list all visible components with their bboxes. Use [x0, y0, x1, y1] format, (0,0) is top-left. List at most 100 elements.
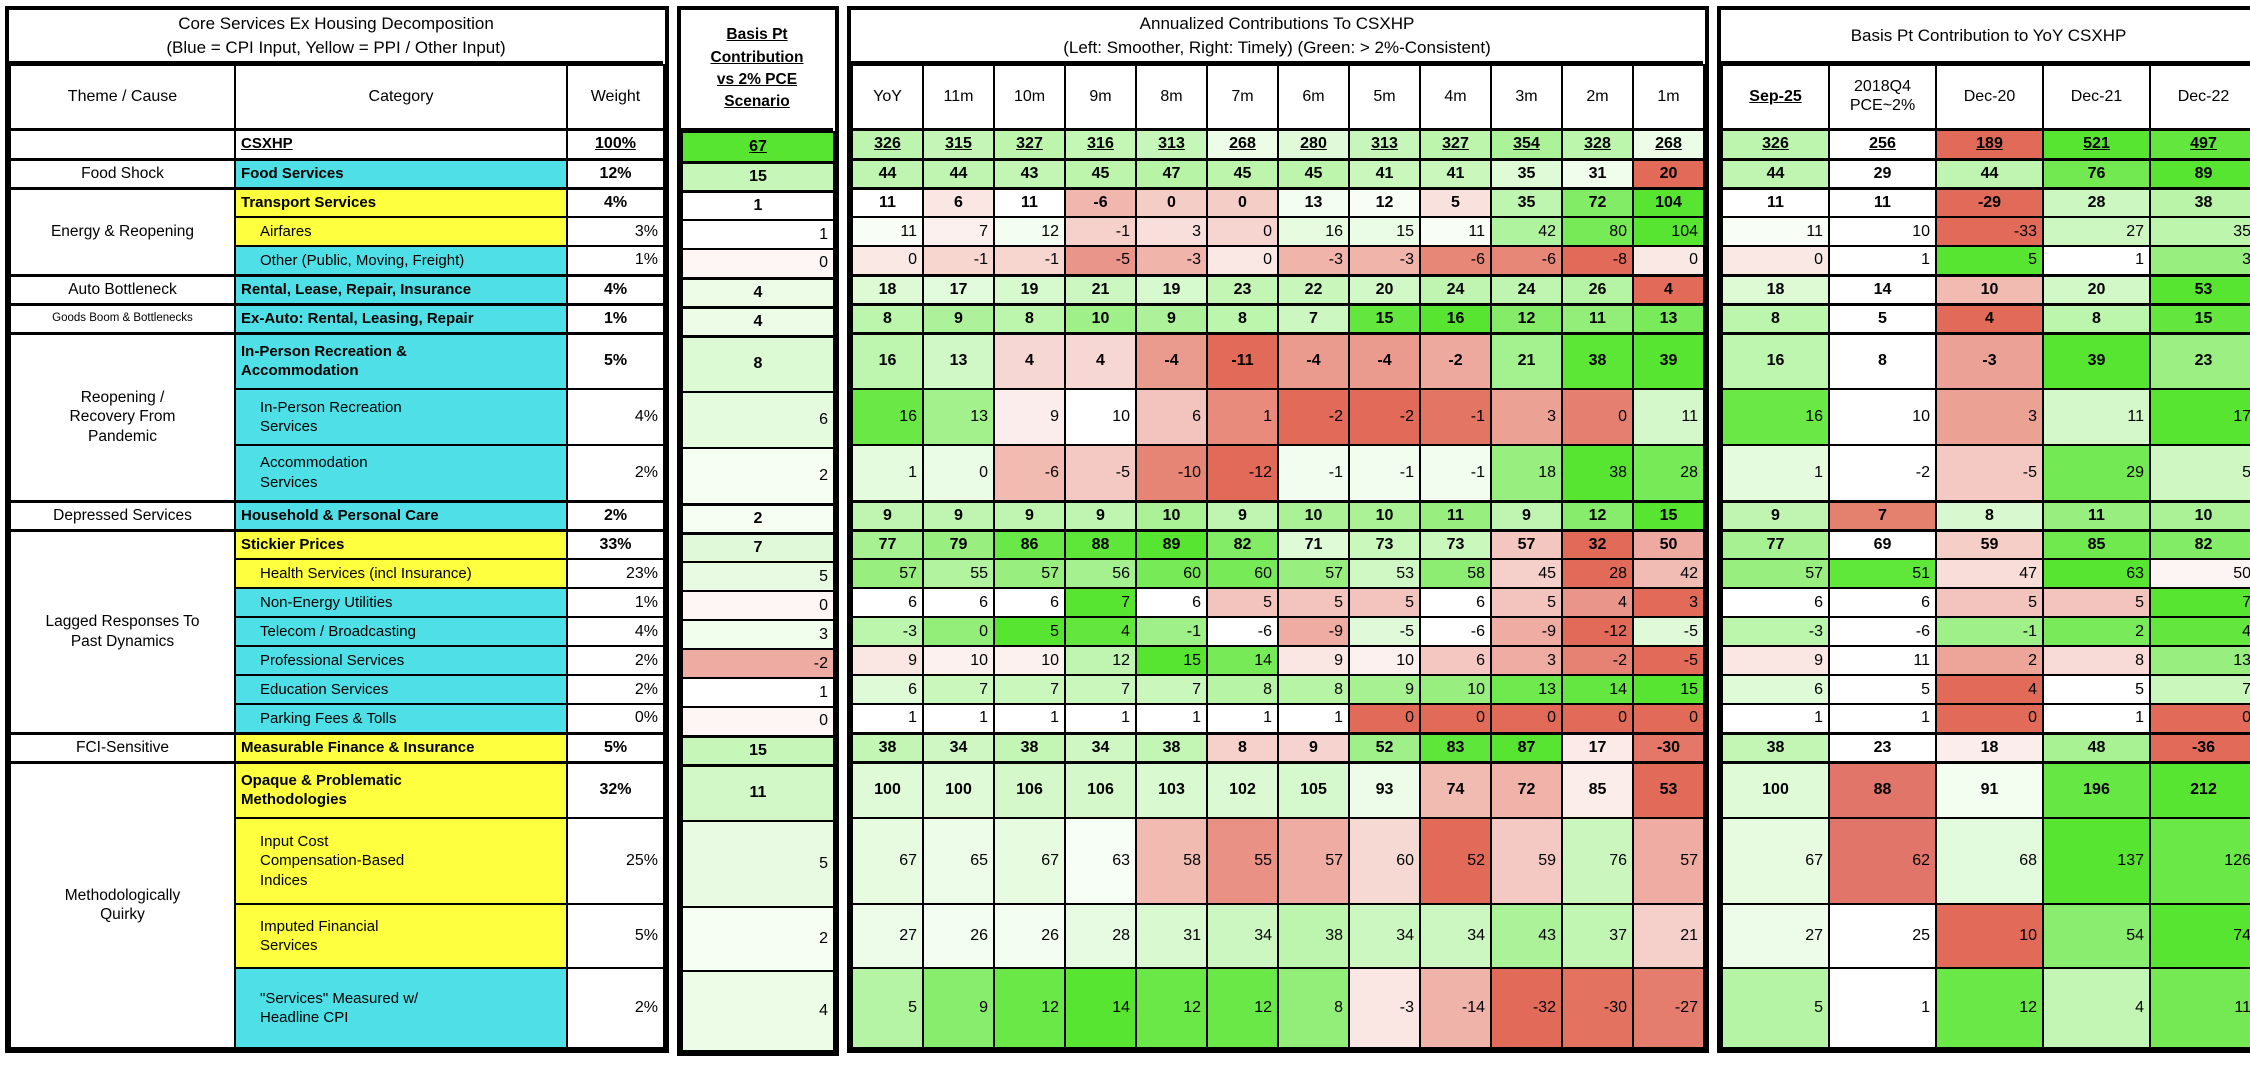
table-row: Telecom / Broadcasting 4%	[10, 616, 665, 647]
q4-baseline-cell: -6	[1828, 616, 1937, 647]
right-header-row: Sep-25 2018Q4 PCE~2% Dec-20 Dec-21 Dec-22	[1721, 64, 2250, 131]
sep25-value-cell: 44	[1721, 157, 1830, 189]
monthly-value-cell: 63	[1064, 817, 1137, 905]
monthly-value-cell: 45	[1490, 558, 1563, 589]
monthly-value-cell: -1	[1277, 444, 1350, 502]
q4-baseline-cell: 29	[1828, 157, 1937, 189]
monthly-value-cell: 328	[1561, 128, 1634, 160]
sep25-value-cell: 18	[1721, 273, 1830, 305]
table-row: 5 1 12 4 11	[1721, 967, 2250, 1049]
monthly-value-cell: -12	[1206, 444, 1279, 502]
monthly-value-cell: 34	[1064, 731, 1137, 763]
table-row: 1	[681, 677, 835, 708]
monthly-value-cell: 6	[1419, 587, 1492, 618]
monthly-value-cell: -5	[1064, 444, 1137, 502]
q4-baseline-cell: 25	[1828, 903, 1937, 969]
dec21-value-cell: 11	[2042, 499, 2151, 531]
monthly-value-cell: 57	[1490, 528, 1563, 560]
weight-cell: 32%	[566, 760, 665, 819]
monthly-value-cell: 42	[1490, 216, 1563, 247]
monthly-value-cell: 7	[922, 216, 995, 247]
monthly-value-cell: 9	[1348, 674, 1421, 705]
monthly-value-cell: 10	[1064, 388, 1137, 446]
monthly-value-cell: 14	[1561, 674, 1634, 705]
monthly-value-cell: 38	[1561, 331, 1634, 390]
sep25-value-cell: 11	[1721, 216, 1830, 247]
monthly-value-cell: 7	[1064, 587, 1137, 618]
monthly-value-cell: 10	[1348, 645, 1421, 676]
monthly-value-cell: 31	[1135, 903, 1208, 969]
table-row: 11	[681, 763, 835, 822]
monthly-value-cell: 42	[1632, 558, 1705, 589]
category-cell: Non-Energy Utilities	[234, 587, 568, 618]
monthly-value-cell: -3	[1277, 245, 1350, 276]
monthly-value-cell: -6	[1419, 245, 1492, 276]
monthly-value-cell: 313	[1348, 128, 1421, 160]
q4-baseline-cell: 6	[1828, 587, 1937, 618]
q4-baseline-cell: 23	[1828, 731, 1937, 763]
monthly-value-cell: 1	[1064, 703, 1137, 734]
monthly-value-cell: -12	[1561, 616, 1634, 647]
monthly-value-cell: 57	[851, 558, 924, 589]
bp-value-cell: 4	[681, 970, 835, 1052]
category-cell: Stickier Prices	[234, 528, 568, 560]
sep25-value-cell: -3	[1721, 616, 1830, 647]
dec21-value-cell: 28	[2042, 186, 2151, 218]
monthly-value-cell: 34	[1348, 903, 1421, 969]
category-cell: In-Person Recreation & Accommodation	[234, 331, 568, 390]
monthly-value-cell: -6	[1419, 616, 1492, 647]
monthly-value-cell: 9	[922, 302, 995, 334]
dec22-value-cell: 212	[2149, 760, 2250, 819]
weight-cell: 3%	[566, 216, 665, 247]
table-row: 11 6 11 -6 0 0 13 12 5 35 72 104	[851, 186, 1705, 218]
category-cell: Parking Fees & Tolls	[234, 703, 568, 734]
monthly-value-cell: 8	[1206, 302, 1279, 334]
dec21-value-cell: 8	[2042, 645, 2151, 676]
table-row: Imputed Financial Services 5%	[10, 903, 665, 969]
monthly-value-cell: 7	[922, 674, 995, 705]
col-header-9m: 9m	[1064, 64, 1137, 131]
monthly-value-cell: 1	[1135, 703, 1208, 734]
category-cell: Food Services	[234, 157, 568, 189]
col-header-yoy: YoY	[851, 64, 924, 131]
monthly-value-cell: 106	[993, 760, 1066, 819]
left-table: Theme / Cause Category Weight CSXHP 100% Food…	[9, 64, 665, 1049]
dec20-value-cell: 0	[1935, 703, 2044, 734]
dec20-value-cell: 59	[1935, 528, 2044, 560]
monthly-value-cell: 0	[1632, 245, 1705, 276]
monthly-value-cell: -6	[1206, 616, 1279, 647]
category-cell: CSXHP	[234, 128, 568, 160]
dec22-value-cell: 497	[2149, 128, 2250, 160]
monthly-value-cell: 9	[851, 499, 924, 531]
bp-value-cell: 15	[681, 160, 835, 192]
col-header-6m: 6m	[1277, 64, 1350, 131]
monthly-value-cell: -32	[1490, 967, 1563, 1049]
weight-cell: 0%	[566, 703, 665, 734]
monthly-value-cell: 38	[851, 731, 924, 763]
weight-cell: 2%	[566, 967, 665, 1049]
dec22-value-cell: 17	[2149, 388, 2250, 446]
monthly-value-cell: 103	[1135, 760, 1208, 819]
theme-cell: FCI-Sensitive	[9, 731, 236, 763]
col-header-1m: 1m	[1632, 64, 1705, 131]
table-row: 44 44 43 45 47 45 45 41 41 35 31 20	[851, 157, 1705, 189]
dec21-value-cell: 76	[2042, 157, 2151, 189]
dec22-value-cell: 38	[2149, 186, 2250, 218]
table-row: Airfares 3%	[10, 216, 665, 247]
dec20-value-cell: 2	[1935, 645, 2044, 676]
table-row: 77 79 86 88 89 82 71 73 73 57 32 50	[851, 528, 1705, 560]
monthly-value-cell: 3	[1135, 216, 1208, 247]
monthly-value-cell: 6	[1135, 388, 1208, 446]
table-row: 4	[681, 305, 835, 337]
col-header-dec-21: Dec-21	[2042, 64, 2151, 131]
weight-cell: 1%	[566, 587, 665, 618]
monthly-value-cell: -2	[1419, 331, 1492, 390]
dec20-value-cell: -33	[1935, 216, 2044, 247]
monthly-value-cell: 104	[1632, 216, 1705, 247]
weight-cell: 4%	[566, 186, 665, 218]
sep25-value-cell: 67	[1721, 817, 1830, 905]
monthly-value-cell: 34	[1206, 903, 1279, 969]
bp-value-cell: 2	[681, 502, 835, 534]
weight-cell: 33%	[566, 528, 665, 560]
monthly-value-cell: 37	[1561, 903, 1634, 969]
